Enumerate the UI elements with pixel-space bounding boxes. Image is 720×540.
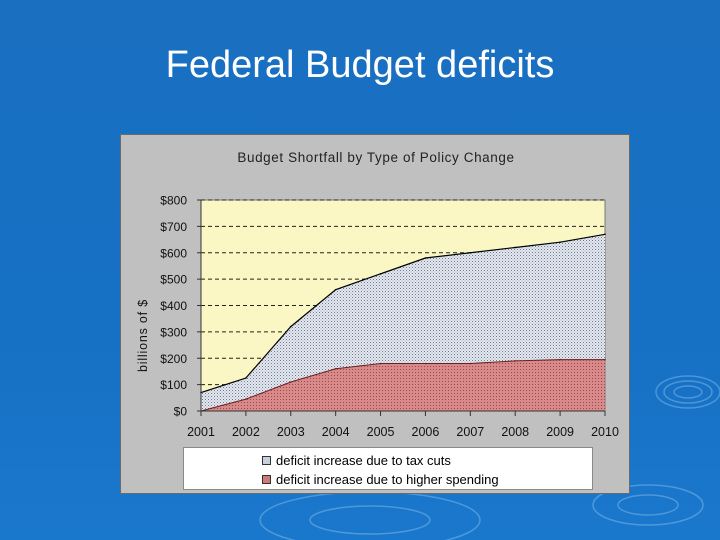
line-total-top [200, 233, 606, 394]
legend-label-spending: deficit increase due to higher spending [276, 471, 499, 487]
y-axis-label: billions of $ [136, 299, 150, 372]
point-spending-2009 [559, 358, 561, 361]
y-tick-label-0: $0 [174, 405, 188, 419]
x-tick-label-2009: 2009 [546, 425, 574, 439]
y-tick-label-300: $300 [160, 325, 187, 339]
y-tick-label-100: $100 [160, 378, 187, 392]
point-tax-cuts-2009 [559, 241, 561, 243]
legend-label-tax-cuts: deficit increase due to tax cuts [276, 452, 451, 468]
area-higher-spending [201, 359, 605, 411]
area-tax-cuts [201, 234, 605, 411]
legend-swatch-tax-cuts [262, 455, 271, 465]
point-tax-cuts-2010 [604, 233, 606, 236]
x-tick-label-2006: 2006 [412, 425, 440, 439]
point-tax-cuts-2004 [334, 288, 337, 291]
point-spending-2002 [245, 398, 247, 400]
x-tick-label-2004: 2004 [322, 425, 350, 439]
legend-item-tax-cuts: deficit increase due to tax cuts [262, 451, 451, 469]
point-spending-2004 [334, 368, 337, 370]
point-tax-cuts-2005 [379, 273, 382, 275]
line-spending-top [200, 359, 605, 412]
chart-legend: deficit increase due to tax cuts deficit… [183, 447, 593, 490]
x-tick-label-2007: 2007 [456, 425, 484, 439]
chart-frame: Budget Shortfall by Type of Policy Chang… [120, 134, 630, 494]
slide-title: Federal Budget deficits [165, 44, 555, 86]
point-tax-cuts-2003 [289, 325, 292, 328]
x-tick-label-2005: 2005 [367, 425, 395, 439]
y-tick-label-700: $700 [160, 220, 187, 234]
x-tick-label-2003: 2003 [277, 425, 305, 439]
point-tax-cuts-2006 [424, 257, 427, 259]
point-spending-2010 [604, 358, 606, 361]
y-tick-label-800: $800 [160, 194, 187, 208]
y-tick-label-600: $600 [160, 246, 187, 260]
chart-title: Budget Shortfall by Type of Policy Chang… [237, 150, 514, 165]
point-spending-2003 [289, 381, 292, 383]
point-tax-cuts-2008 [514, 246, 517, 249]
budget-shortfall-chart: Budget Shortfall by Type of Policy Chang… [136, 150, 619, 439]
point-tax-cuts-2002 [245, 377, 247, 379]
legend-swatch-spending [262, 474, 271, 484]
x-tick-label-2010: 2010 [591, 425, 619, 439]
point-spending-2008 [514, 360, 517, 362]
y-tick-label-200: $200 [160, 352, 187, 366]
x-tick-label-2001: 2001 [187, 425, 215, 439]
y-tick-label-500: $500 [160, 273, 187, 287]
point-spending-2005 [379, 362, 382, 365]
x-tick-label-2008: 2008 [501, 425, 529, 439]
point-tax-cuts-2007 [469, 251, 472, 254]
point-spending-2006 [424, 362, 427, 365]
legend-item-spending: deficit increase due to higher spending [262, 470, 499, 488]
y-tick-label-400: $400 [160, 299, 187, 313]
point-spending-2007 [469, 362, 472, 365]
x-tick-label-2002: 2002 [232, 425, 260, 439]
